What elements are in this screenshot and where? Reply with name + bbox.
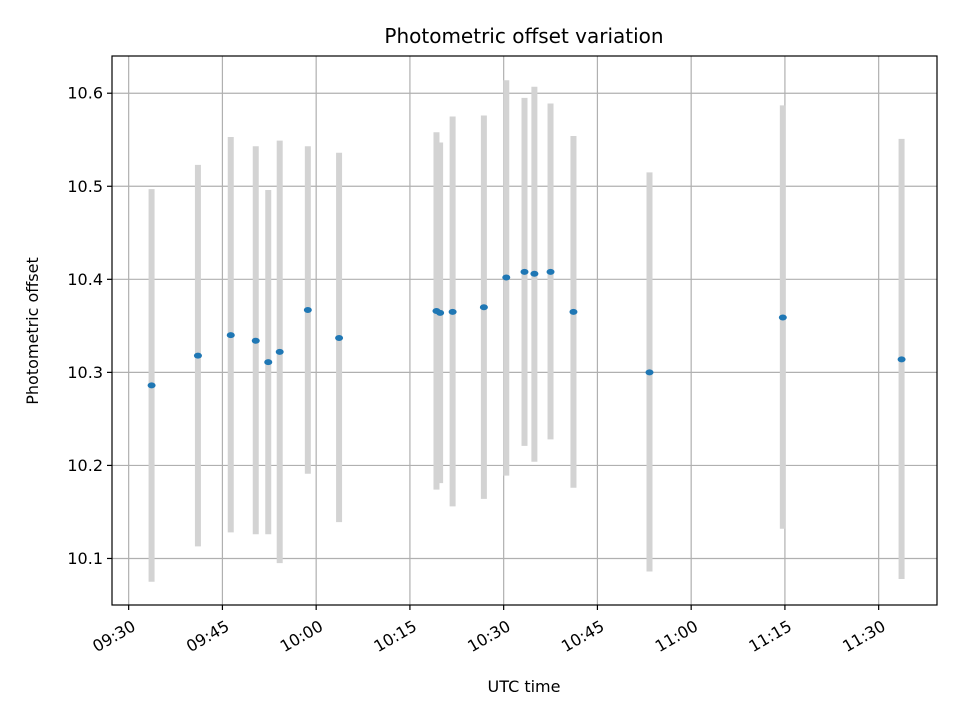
plot-frame	[111, 55, 938, 606]
y-tick-label: 10.1	[67, 549, 103, 568]
data-point	[436, 309, 445, 316]
y-axis-label: Photometric offset	[23, 257, 42, 405]
data-point	[645, 369, 654, 376]
data-point	[147, 382, 156, 389]
data-point	[897, 356, 906, 363]
data-point	[193, 352, 202, 359]
data-point	[546, 268, 555, 275]
y-tick-label: 10.2	[67, 456, 103, 475]
data-point	[569, 308, 578, 315]
x-axis-label: UTC time	[488, 677, 561, 696]
y-tick-label: 10.3	[67, 363, 103, 382]
point-layer	[147, 268, 906, 389]
data-point	[502, 274, 511, 281]
data-point	[226, 332, 235, 339]
data-point	[479, 304, 488, 311]
y-tick-label: 10.4	[67, 270, 103, 289]
data-point	[275, 348, 284, 355]
data-point	[251, 337, 260, 344]
data-point	[520, 268, 529, 275]
data-point	[448, 308, 457, 315]
data-point	[778, 314, 787, 321]
chart-title: Photometric offset variation	[384, 24, 663, 48]
y-tick-label: 10.6	[67, 84, 103, 103]
data-point	[264, 359, 273, 366]
data-point	[335, 334, 344, 341]
data-point	[303, 307, 312, 314]
y-tick-label: 10.5	[67, 177, 103, 196]
data-point	[530, 270, 539, 277]
